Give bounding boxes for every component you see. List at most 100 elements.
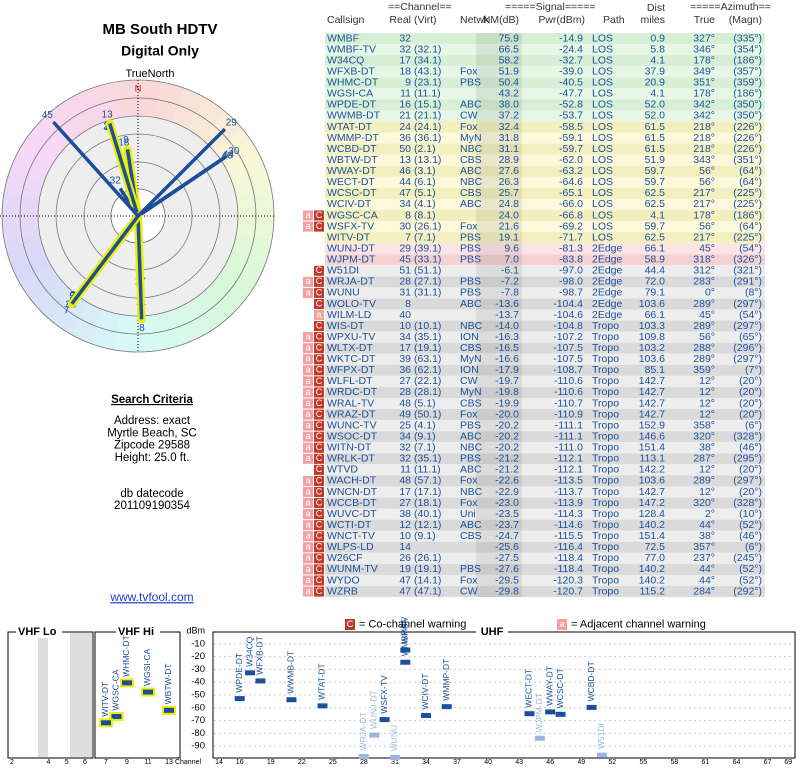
cell-dist: 61.5 [645, 121, 666, 133]
north-label: TrueNorth [125, 68, 174, 80]
cell-pwr: -39.0 [559, 65, 583, 77]
nm-col-bg [476, 287, 522, 299]
cell-path: Tropo [592, 453, 619, 465]
cell-virt: (36.1) [414, 132, 441, 144]
cell-netwk: CW [460, 585, 478, 597]
site-link[interactable]: www.tvfool.com [109, 590, 193, 604]
warn-mark: a [305, 420, 310, 430]
marker-label: WWAY-DT [544, 666, 554, 706]
legend-text: = Adjacent channel warning [571, 618, 706, 630]
cell-real: 38 [399, 508, 411, 520]
marker-label: WSFX-TV [379, 675, 389, 714]
cell-virt: (14.1) [414, 574, 441, 586]
cell-callsign: WRJA-DT [327, 276, 375, 288]
x-tick-label: 43 [515, 759, 523, 766]
cell-real: 9 [405, 77, 411, 89]
cell-virt: (34.1) [414, 54, 441, 66]
y-tick-label: -60 [191, 702, 205, 713]
cell-netwk: CBS [460, 530, 482, 542]
cell-pwr: -71.7 [559, 231, 583, 243]
warn-box [314, 498, 324, 509]
warn-mark: a [305, 520, 310, 530]
warn-mark: a [305, 221, 310, 231]
warn-box [303, 531, 313, 542]
cell-callsign: WUNJ-DT [327, 242, 375, 254]
warn-box [314, 354, 324, 365]
signal-marker [255, 678, 266, 684]
cell-callsign: WNCN-DT [327, 486, 378, 498]
cell-path: LOS [592, 176, 613, 188]
table-row: WGSI-CA 11 (11.1) 43.2 -47.7 LOS 4.1 178° (186°) [325, 88, 765, 100]
warn-box [314, 509, 324, 520]
cell-netwk: Fox [460, 497, 478, 509]
marker-label: WMMP-DT [441, 659, 451, 701]
y-tick-label: -40 [191, 677, 205, 688]
cell-pwr: -104.4 [553, 298, 583, 310]
cell-true: 12° [699, 486, 715, 498]
cell-virt: (32.1) [414, 43, 441, 55]
row-bg [325, 176, 765, 188]
cell-true: 320° [693, 497, 715, 509]
legend-box [345, 619, 355, 630]
cell-pwr: -52.8 [559, 99, 583, 111]
warn-mark: C [316, 531, 323, 541]
table-row: WLTX-DT 17 (19.1) CBS -16.5 -107.5 Tropo 103.2 2… [303, 342, 765, 354]
table-row: WSOC-DT 34 (9.1) ABC -20.2 -111.1 Tropo 146.6 32… [303, 430, 765, 442]
cell-true: 218° [693, 143, 715, 155]
cell-nm: -20.2 [495, 430, 519, 442]
row-bg [325, 44, 765, 56]
row-bg [325, 165, 765, 177]
signal-marker [317, 703, 328, 709]
row-bg [325, 519, 765, 531]
group-header: =====Signal===== [505, 1, 596, 13]
cell-path: LOS [592, 121, 613, 133]
cell-true: 351° [693, 77, 715, 89]
cell-dist: 62.5 [645, 198, 666, 210]
cell-magn: (226°) [733, 121, 762, 133]
cell-magn: (20°) [739, 486, 762, 498]
warn-box [314, 520, 324, 531]
x-tick-label: 31 [391, 759, 399, 766]
warn-mark: a [305, 287, 310, 297]
nm-col-bg [476, 209, 522, 222]
cell-dist: 85.1 [645, 364, 666, 376]
cell-nm: -21.2 [495, 464, 519, 476]
cell-nm: -6.1 [501, 265, 519, 277]
warn-box [303, 221, 313, 232]
x-tick-label: 28 [360, 759, 368, 766]
warn-box [303, 453, 313, 464]
row-bg [325, 209, 765, 222]
cell-nm: 43.2 [499, 88, 520, 100]
table-row: WACH-DT 48 (57.1) Fox -22.6 -113.5 Tropo 103.6 2… [303, 475, 765, 487]
cell-magn: (335°) [733, 32, 762, 44]
label-bg [116, 626, 160, 638]
cell-path: LOS [592, 32, 613, 44]
cell-real: 32 [399, 43, 411, 55]
table-row: WRLK-DT 32 (35.1) PBS -21.2 -112.1 Tropo 113.1 2… [303, 453, 765, 465]
nm-col-bg [476, 431, 522, 443]
cell-magn: (186°) [733, 88, 762, 100]
cell-virt: (35.1) [414, 453, 441, 465]
cell-real: 19 [399, 563, 411, 575]
cell-netwk: PBS [460, 77, 481, 89]
cell-true: 56° [699, 176, 715, 188]
signal-ray [52, 120, 140, 218]
cell-netwk: NBC [460, 486, 483, 498]
table-row: WUNM-TV 19 (19.1) PBS -27.6 -118.4 Tropo 140.2 4… [303, 563, 765, 575]
cell-magn: (296°) [733, 342, 762, 354]
warn-mark: a [316, 309, 321, 319]
cell-path: Tropo [592, 508, 619, 520]
panel-label: VHF Lo [18, 626, 57, 638]
cell-pwr: -115.5 [554, 530, 583, 542]
marker-label: W34CQ [244, 636, 254, 667]
cell-dist: 44.4 [645, 265, 666, 277]
warn-mark: C [316, 221, 323, 231]
cell-true: 2° [705, 508, 715, 520]
cell-nm: 24.8 [499, 198, 520, 210]
cell-dist: 51.9 [645, 154, 666, 166]
cell-virt: (12.1) [414, 519, 441, 531]
cell-nm: 9.6 [504, 242, 519, 254]
column-header: NM(dB) [483, 14, 519, 26]
spectrum: VHF Lo VHF Hi UHF dBm Channel -10 -20 -30 -… [7, 616, 796, 766]
